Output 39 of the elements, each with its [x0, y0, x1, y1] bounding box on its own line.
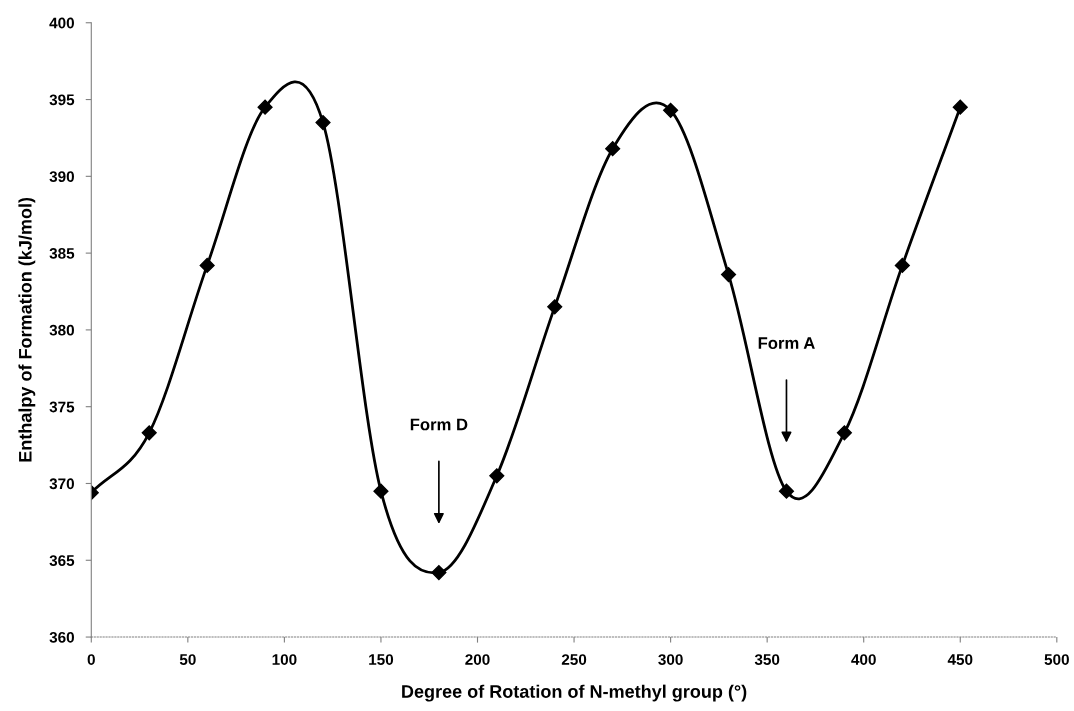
x-tick-label: 100 — [272, 654, 297, 665]
y-tick-label: 400 — [49, 17, 74, 29]
x-tick-label: 0 — [87, 654, 95, 665]
x-tick-label: 400 — [851, 654, 876, 665]
point — [489, 468, 505, 484]
y-axis-title: Enthalpy of Formation (kJ/mol) — [18, 197, 36, 462]
y-tick-label: 360 — [49, 631, 74, 643]
point — [778, 483, 795, 499]
y-tick-label: 370 — [49, 478, 74, 490]
point — [663, 102, 679, 118]
point — [431, 564, 447, 581]
point — [315, 115, 331, 131]
y-tick-label: 385 — [49, 247, 75, 259]
x-tick-label: 300 — [658, 654, 683, 665]
point — [141, 425, 157, 441]
x-axis-title: Degree of Rotation of N-methyl group (°) — [402, 684, 747, 702]
point — [373, 483, 389, 499]
x-tick-label: 150 — [369, 654, 394, 665]
y-tick-label: 395 — [49, 94, 75, 106]
y-tick-label: 380 — [49, 324, 74, 336]
x-tick-label: 200 — [465, 654, 490, 665]
x-tick-label: 450 — [947, 654, 973, 665]
point — [952, 99, 968, 115]
point — [605, 141, 621, 157]
x-tick-label: 500 — [1044, 654, 1069, 665]
x-tick-label: 50 — [179, 654, 196, 665]
annotation: Form A — [758, 337, 815, 349]
annotation: Form D — [410, 418, 468, 431]
point — [836, 425, 852, 441]
point — [199, 257, 215, 273]
point — [720, 267, 737, 283]
point — [257, 99, 273, 115]
y-tick-label: 365 — [49, 555, 75, 566]
x-tick-label: 350 — [754, 654, 780, 665]
y-tick-label: 375 — [49, 401, 75, 413]
x-tick-label: 250 — [561, 654, 587, 665]
point — [547, 299, 563, 315]
y-tick-label: 390 — [49, 171, 74, 183]
point — [894, 257, 910, 273]
